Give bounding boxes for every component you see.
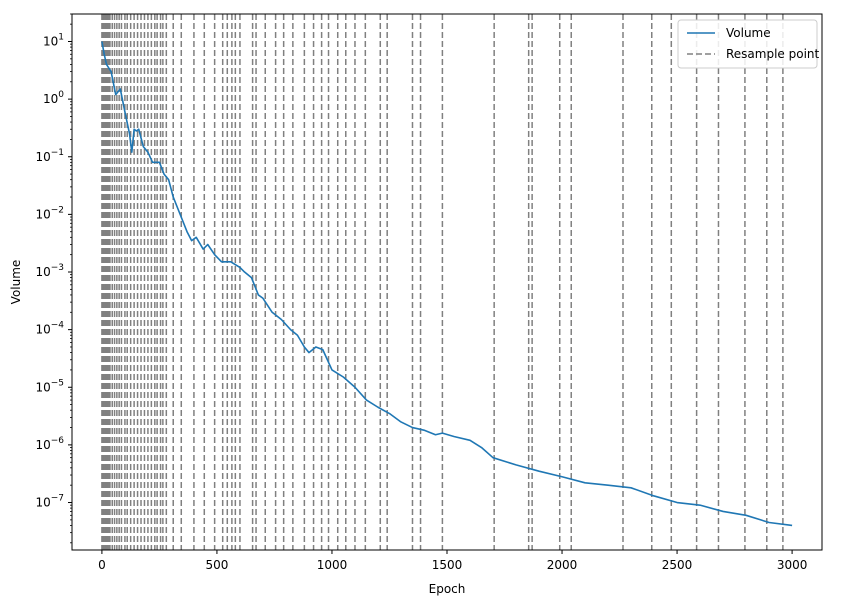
y-tick-label: 10−2 (35, 205, 64, 221)
y-tick-label: 10−7 (35, 494, 64, 510)
legend-resample-label: Resample point (726, 47, 820, 61)
x-tick-label: 2000 (547, 558, 578, 572)
volume-series-line (101, 41, 793, 527)
plot-area (72, 14, 822, 550)
x-axis: 0 500 1000 1500 2000 2500 3000 (98, 550, 807, 572)
x-tick-label: 1000 (317, 558, 348, 572)
y-tick-label: 101 (43, 32, 64, 48)
y-axis-label: Volume (9, 260, 23, 305)
y-tick-label: 100 (43, 90, 64, 106)
legend-box (677, 19, 818, 69)
x-axis-label: Epoch (429, 582, 466, 596)
series-lines (101, 41, 793, 527)
y-axis: 101 100 10−1 10−2 10−3 10−4 10−5 10−6 10−7 (35, 13, 72, 544)
y-tick-label: 10−6 (35, 436, 64, 452)
y-tick-label: 10−3 (35, 263, 64, 279)
legend: Volume Resample point (677, 19, 820, 69)
resample-lines (101, 14, 784, 550)
y-tick-label: 10−4 (35, 321, 64, 337)
y-tick-label: 10−5 (35, 378, 64, 394)
legend-volume-label: Volume (726, 26, 771, 40)
y-tick-label: 10−1 (35, 148, 64, 164)
x-tick-label: 0 (98, 558, 106, 572)
x-tick-label: 1500 (432, 558, 463, 572)
x-tick-label: 2500 (662, 558, 693, 572)
x-tick-label: 500 (205, 558, 228, 572)
x-tick-label: 3000 (777, 558, 808, 572)
